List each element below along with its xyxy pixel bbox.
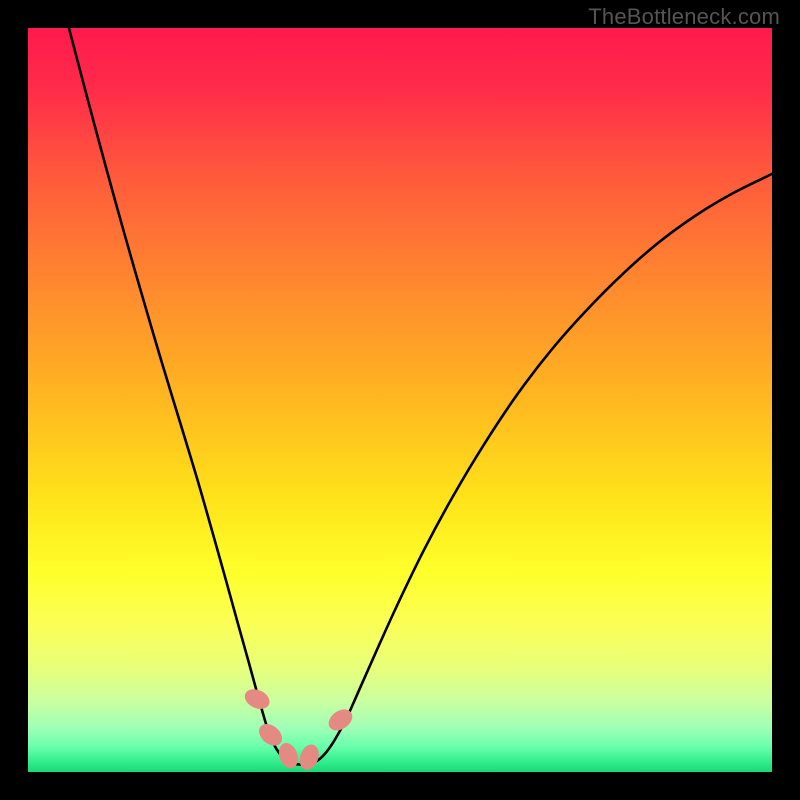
bottleneck-chart [28,28,772,772]
gradient-background [28,28,772,772]
watermark-text: TheBottleneck.com [588,4,780,30]
stage: TheBottleneck.com [0,0,800,800]
